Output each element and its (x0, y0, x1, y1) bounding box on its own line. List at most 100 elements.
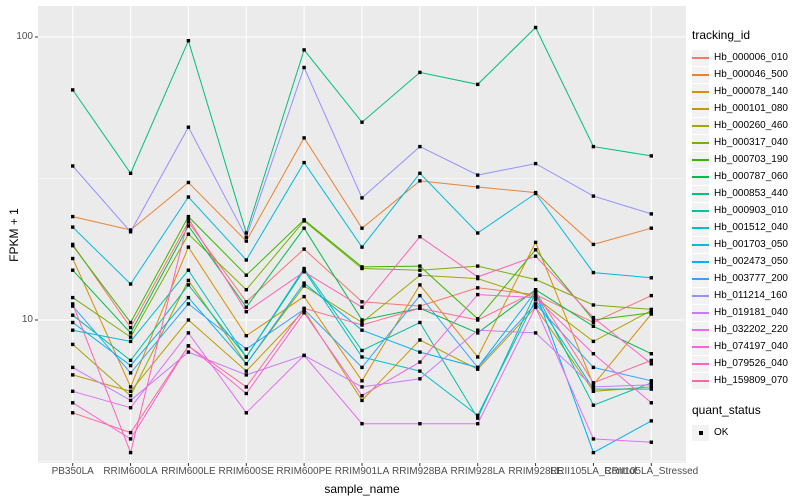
series-color-line (692, 346, 709, 348)
legend-key-line-icon (692, 100, 709, 117)
x-tick-label: RRII105LA_Control (550, 466, 637, 477)
data-point (71, 320, 75, 325)
data-point (71, 214, 75, 219)
data-point (418, 70, 422, 75)
series-color-line (692, 329, 709, 331)
data-point (591, 303, 596, 307)
x-tick-label: RRIM600LA (103, 466, 158, 477)
data-point (476, 82, 480, 87)
data-point (476, 318, 480, 322)
y-tick-label-100: 100 (16, 31, 33, 42)
data-point (360, 385, 364, 389)
legend-entry: Hb_000046_500 (692, 66, 798, 83)
data-point (533, 305, 538, 309)
series-color-line (692, 57, 709, 59)
data-point (244, 300, 248, 304)
legend-key-line-icon (692, 338, 709, 355)
data-point (591, 450, 596, 455)
data-point (244, 385, 248, 389)
data-point (533, 331, 538, 335)
data-point (360, 365, 364, 370)
legend-key-line-icon (692, 236, 709, 253)
data-point (418, 273, 422, 277)
data-point (533, 248, 538, 252)
data-point (71, 313, 75, 317)
data-point (418, 235, 422, 239)
data-point (244, 391, 248, 396)
data-point (128, 385, 133, 389)
data-point (128, 171, 133, 175)
legend-entry: Hb_003777_200 (692, 270, 798, 287)
data-point (244, 258, 248, 262)
data-point (533, 277, 538, 282)
y-tick-label-10: 10 (21, 314, 33, 325)
x-tick-label: RRIM901LA (334, 466, 390, 477)
data-point (591, 403, 596, 407)
data-point (649, 379, 653, 383)
legend-key-line-icon (692, 151, 709, 168)
data-point (302, 136, 306, 140)
data-point (649, 401, 653, 405)
data-point (128, 371, 133, 375)
legend-key-line-icon (692, 66, 709, 83)
x-tick-label: RRIM600SE (218, 466, 275, 477)
legend-entry-label: Hb_000078_140 (714, 86, 788, 97)
data-point (244, 231, 248, 235)
data-point (360, 300, 364, 304)
legend-entry-label: Hb_002473_050 (714, 256, 788, 267)
data-point (244, 373, 248, 377)
legend-key-line-icon (692, 372, 709, 389)
data-point (476, 292, 480, 297)
data-point (244, 288, 248, 292)
data-point (360, 422, 364, 426)
quant-status-section: quant_status OK (692, 403, 798, 441)
legend-entry-label: Hb_003777_200 (714, 273, 788, 284)
data-point (186, 302, 191, 306)
series-color-line (692, 312, 709, 314)
data-point (649, 419, 653, 423)
data-point (591, 383, 596, 387)
data-point (476, 367, 480, 371)
data-point (649, 358, 653, 363)
data-point (476, 416, 480, 420)
data-point (360, 398, 364, 403)
data-point (649, 381, 653, 385)
data-point (591, 242, 596, 247)
legend-entry: Hb_000078_140 (692, 83, 798, 100)
data-point (591, 315, 596, 320)
data-point (128, 325, 133, 330)
legend-entry-ok: OK (692, 424, 798, 441)
data-point (476, 365, 480, 370)
data-point (302, 270, 306, 274)
data-point (360, 323, 364, 327)
x-tick-label: RRIM600PE (276, 466, 332, 477)
series-color-line (692, 210, 709, 212)
data-point (128, 228, 133, 232)
data-point (649, 352, 653, 356)
data-point (186, 39, 191, 43)
data-point (302, 311, 306, 315)
data-point (418, 171, 422, 175)
legend-entry-label: Hb_074197_040 (714, 341, 788, 352)
data-point (418, 306, 422, 310)
data-point (591, 320, 596, 325)
legend-entry-label: Hb_000006_010 (714, 52, 788, 63)
legend-entry: Hb_000101_080 (692, 100, 798, 117)
data-point (128, 389, 133, 393)
data-point (649, 385, 653, 389)
data-point (533, 289, 538, 294)
data-point (71, 328, 75, 332)
data-point (71, 244, 75, 248)
data-point (186, 232, 191, 236)
data-point (533, 292, 538, 297)
data-point (128, 437, 133, 441)
data-point (71, 164, 75, 168)
legend-entry: Hb_000260_460 (692, 117, 798, 134)
data-point (71, 304, 75, 308)
tracking-id-entries: Hb_000006_010 Hb_000046_500 Hb_000078_140 H… (692, 49, 798, 389)
data-point (418, 360, 422, 364)
series-color-line (692, 295, 709, 297)
data-point (186, 344, 191, 348)
data-point (591, 144, 596, 149)
